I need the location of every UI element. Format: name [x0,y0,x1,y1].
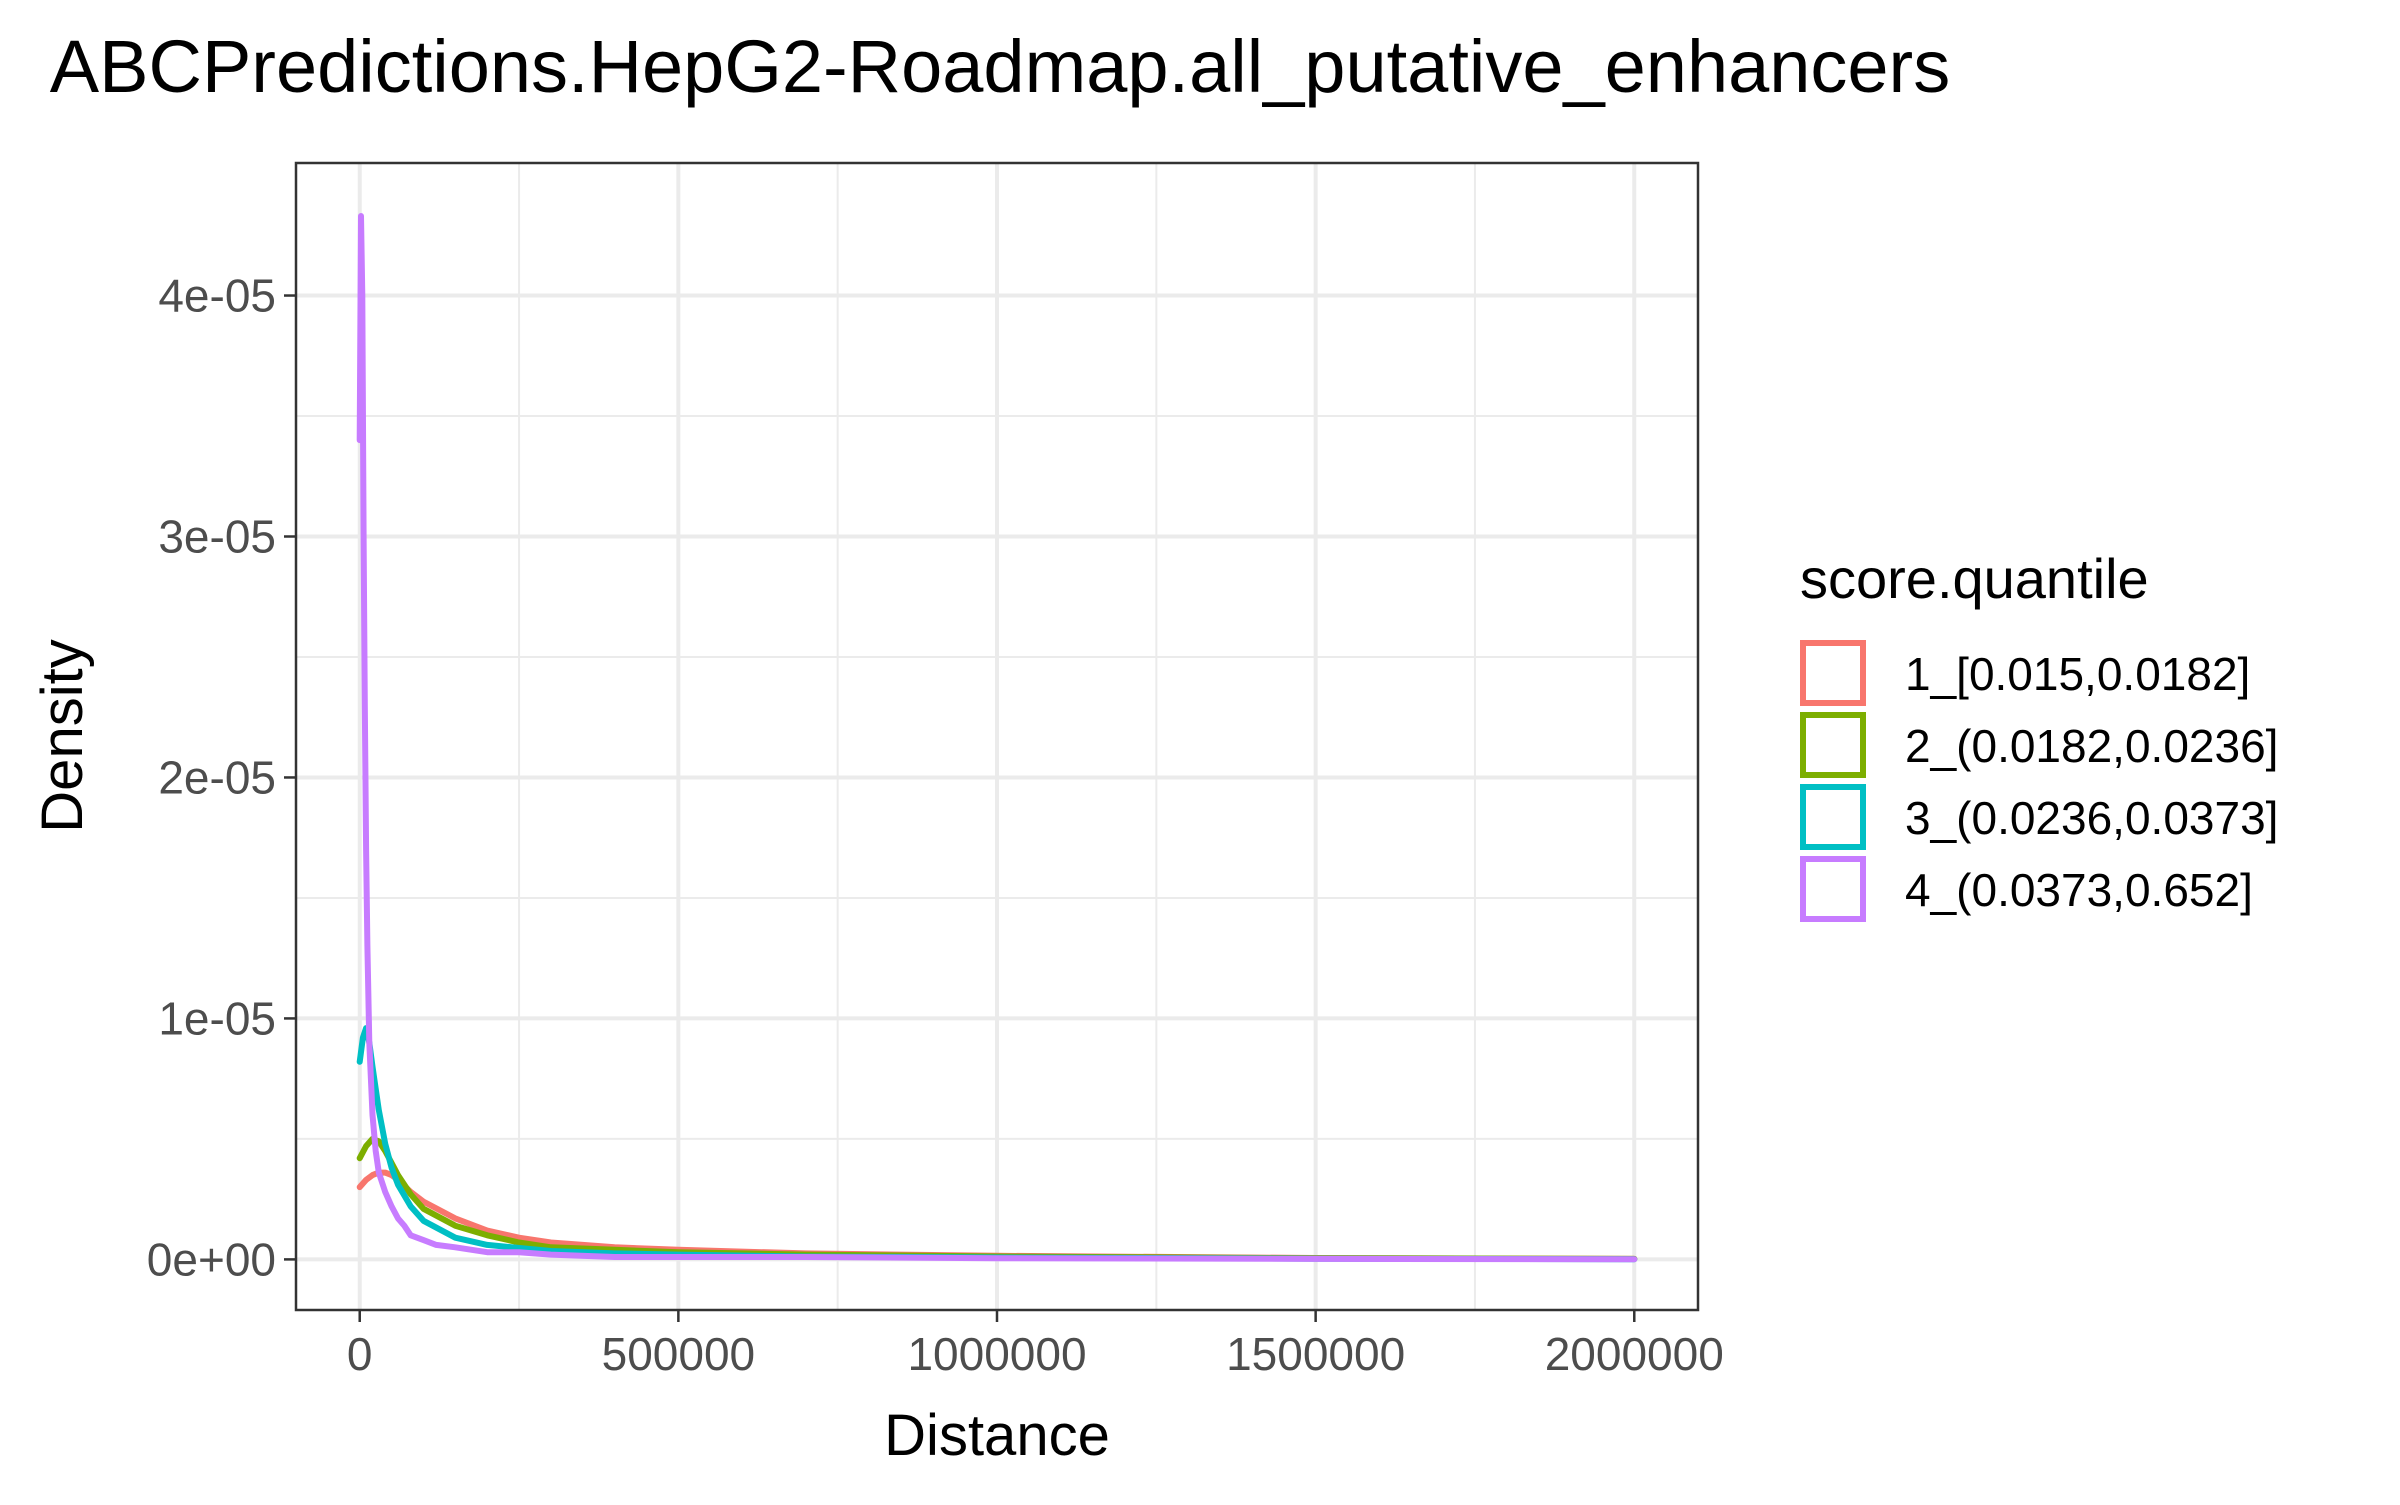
legend-label-3: 3_(0.0236,0.0373] [1905,792,2278,844]
series-line-4 [356,213,1638,1263]
legend-key-1 [1800,640,1866,706]
x-axis: 0 500000 1000000 1500000 2000000 [347,1310,1724,1380]
x-tick-label: 500000 [602,1328,756,1380]
series-layer [356,213,1638,1263]
x-axis-label: Distance [884,1403,1110,1468]
legend-label-1: 1_[0.015,0.0182] [1905,648,2250,700]
legend-label-4: 4_(0.0373,0.652] [1905,864,2253,916]
legend: score.quantile 1_[0.015,0.0182] 2_(0.0182… [1800,547,2278,922]
legend-key-4 [1800,856,1866,922]
legend-key-3 [1800,784,1866,850]
y-axis-label: Density [30,639,95,832]
chart-title: ABCPredictions.HepG2-Roadmap.all_putativ… [50,25,1950,108]
legend-key-2 [1800,712,1866,778]
legend-title: score.quantile [1800,547,2149,610]
legend-label-2: 2_(0.0182,0.0236] [1905,720,2278,772]
y-tick-label: 0e+00 [147,1233,276,1285]
x-tick-label: 1500000 [1226,1328,1405,1380]
x-tick-label: 0 [347,1328,373,1380]
y-tick-label: 2e-05 [158,751,276,803]
x-tick-label: 2000000 [1545,1328,1724,1380]
x-tick-label: 1000000 [907,1328,1086,1380]
y-tick-label: 1e-05 [158,992,276,1044]
legend-items: 1_[0.015,0.0182] 2_(0.0182,0.0236] 3_(0.02… [1800,640,2278,922]
y-axis: 0e+00 1e-05 2e-05 3e-05 4e-05 [147,270,296,1285]
y-tick-label: 4e-05 [158,270,276,322]
y-tick-label: 3e-05 [158,510,276,562]
